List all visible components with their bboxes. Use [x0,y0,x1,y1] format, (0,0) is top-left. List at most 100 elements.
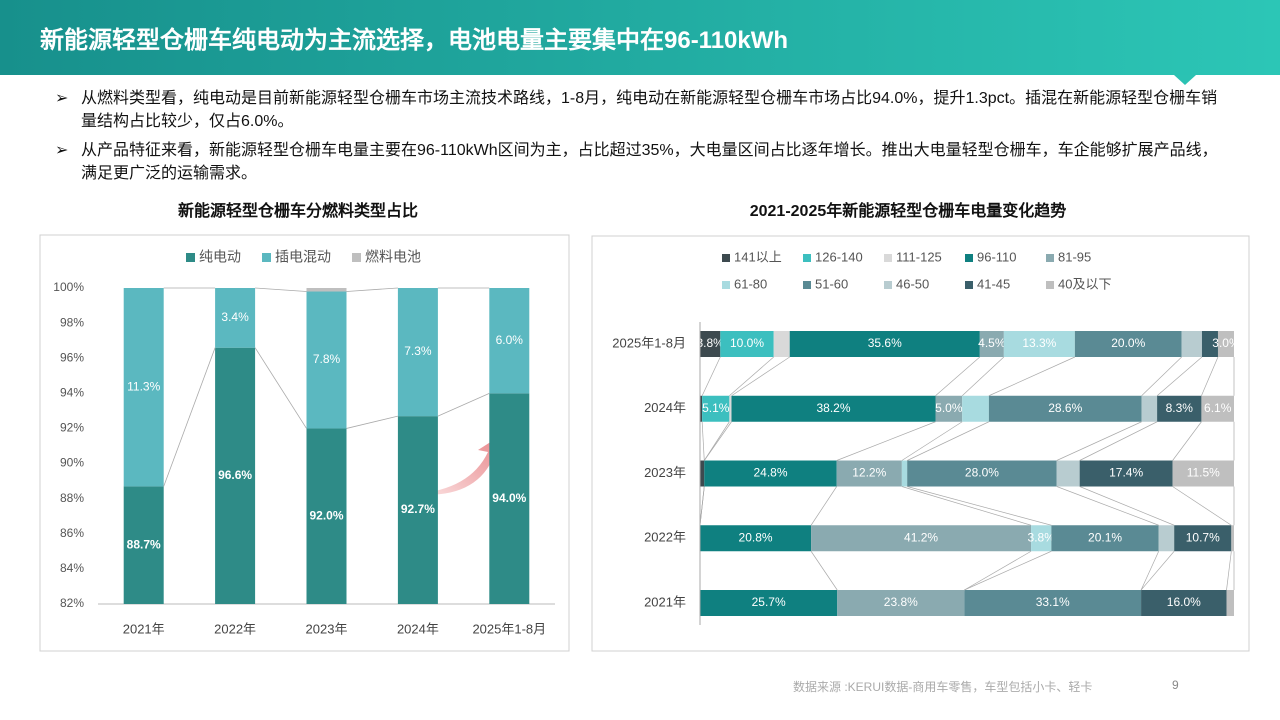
data-label: 10.7% [1186,530,1220,544]
bar-segment [1172,460,1234,487]
legend-label: 81-95 [1058,249,1091,264]
bar-segment [1079,460,1173,487]
connector-line [1056,421,1142,461]
bar-segment [704,460,837,487]
data-label: 13.3% [1022,336,1056,350]
bullet: 从产品特征来看，新能源轻型仓栅车电量主要在96-110kWh区间为主，占比超过3… [55,139,1225,185]
legend-label: 燃料电池 [365,249,421,265]
data-label: 10.0% [730,336,764,350]
x-tick-label: 2021年 [123,621,165,636]
connector-line [346,415,398,429]
bar-segment [702,395,730,422]
bar-segment [1217,331,1234,357]
connector-line [731,356,790,397]
legend-swatch [186,253,195,262]
header-title: 新能源轻型仓栅车纯电动为主流选择，电池电量主要集中在96-110kWh [40,27,789,54]
legend-label: 61-80 [734,276,767,291]
data-label: 33.1% [1036,595,1070,609]
y-tick-label: 98% [60,315,84,329]
legend-swatch [1046,254,1054,262]
y-tick-label: 2021年 [644,594,686,609]
bar-segment [964,590,1142,616]
x-tick-label: 2022年 [214,621,256,636]
y-tick-label: 92% [60,421,84,435]
data-label: 6.0% [496,333,524,347]
legend-swatch [965,254,973,262]
y-tick-label: 2022年 [644,530,686,545]
legend-label: 126-140 [815,249,863,264]
bar-segment [837,590,965,616]
connector-line [1140,551,1160,591]
data-label: 17.4% [1109,466,1143,480]
bar-segment [789,331,980,357]
data-label: 88.7% [127,537,161,551]
header: 新能源轻型仓栅车纯电动为主流选择，电池电量主要集中在96-110kWh [0,0,1280,75]
connector-line [701,356,721,396]
bar-segment [700,395,703,422]
data-label: 96.6% [218,468,252,482]
bar-segment [700,460,705,487]
connector-line [1141,356,1182,397]
chart-panel [591,235,1250,652]
connector-line [901,486,1032,526]
data-label: 3.8% [696,336,724,350]
bar-segment [1003,331,1075,357]
bar-segment [1174,525,1232,552]
y-tick-label: 94% [60,386,84,400]
data-label: 6.1% [1204,401,1232,415]
legend-label: 纯电动 [199,249,241,265]
connector-line [1172,486,1232,526]
connector-line [437,392,490,417]
legend-label: 40及以下 [1058,276,1111,291]
connector-line [163,347,216,487]
data-label: 28.6% [1048,401,1082,415]
legend-swatch [965,281,973,289]
y-tick-label: 2025年1-8月 [612,335,686,350]
bar-segment [700,590,838,616]
data-label: 16.0% [1167,595,1201,609]
source-note: 数据来源 :KERUI数据-商用车零售，车型包括小卡、轻卡 [793,680,1093,694]
legend-swatch [884,254,892,262]
bar-segment [1141,395,1158,422]
bar-segment [1201,331,1218,357]
connector-line [729,356,774,397]
bullets: 从燃料类型看，纯电动是目前新能源轻型仓栅车市场主流技术路线，1-8月，纯电动在新… [55,87,1225,191]
data-label: 5.0% [935,401,963,415]
x-tick-label: 2024年 [397,621,439,636]
connector-line [935,356,981,397]
connector-line [346,287,398,292]
connector-line [907,421,990,461]
connector-line [255,287,307,292]
data-label: 20.0% [1111,336,1145,350]
legend-label: 96-110 [977,249,1017,264]
legend-label: 141以上 [734,249,782,264]
data-label: 12.2% [852,466,886,480]
bar-segment [1158,525,1175,552]
data-label: 3.8% [1028,530,1056,544]
legend-swatch [884,281,892,289]
connector-line [907,486,1052,526]
data-label: 23.8% [884,595,918,609]
bar-segment [306,428,347,604]
connector-line [703,421,732,461]
legend-label: 51-60 [815,276,848,291]
data-label: 3.0% [1212,336,1240,350]
bar-segment [979,331,1004,357]
data-label: 41.2% [904,530,938,544]
connector-line [1201,356,1219,396]
y-tick-label: 84% [60,561,84,575]
data-label: 5.1% [702,401,730,415]
connector-line [1140,551,1175,591]
connector-line [701,421,705,461]
bar-segment [811,525,1032,552]
data-label: 20.8% [739,530,773,544]
y-tick-label: 2024年 [644,400,686,415]
data-label: 11.3% [127,379,160,393]
connector-line [964,550,1052,591]
legend-swatch [722,281,730,289]
bar-segment [962,395,989,422]
bar-segment [215,288,256,348]
connector-line [810,486,837,526]
